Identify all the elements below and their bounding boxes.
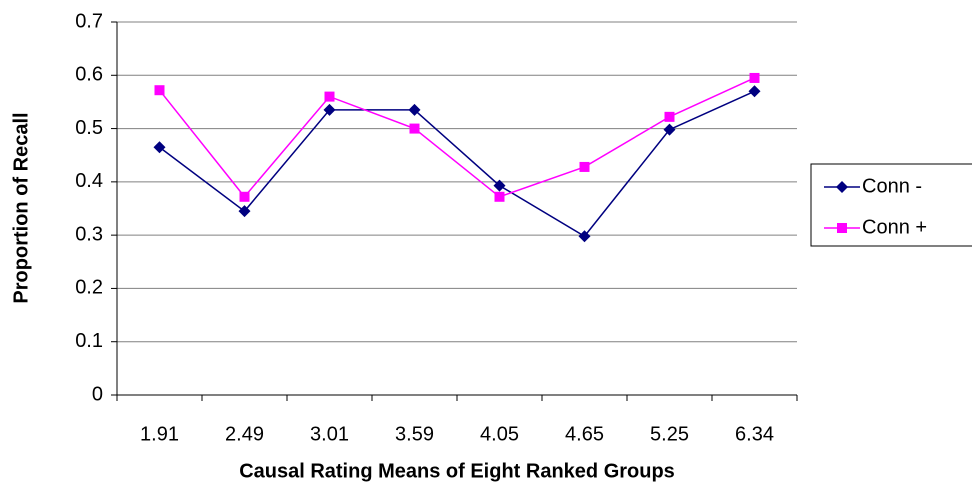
marker — [663, 123, 676, 136]
legend-marker — [836, 181, 848, 193]
x-tick-label: 2.49 — [225, 423, 264, 445]
marker — [494, 191, 505, 202]
marker — [239, 191, 250, 202]
x-tick-label: 4.65 — [565, 423, 604, 445]
y-tick-label: 0.3 — [75, 223, 103, 245]
legend-label: Conn - — [862, 175, 922, 197]
marker — [493, 179, 506, 192]
y-tick-label: 0.4 — [75, 170, 103, 192]
y-tick-label: 0 — [92, 383, 103, 405]
marker — [409, 123, 420, 134]
y-axis-title: Proportion of Recall — [10, 112, 32, 303]
y-tick-label: 0.5 — [75, 117, 103, 139]
x-tick-label: 1.91 — [140, 423, 179, 445]
marker — [579, 161, 590, 172]
legend-marker — [837, 223, 847, 233]
marker — [749, 72, 760, 83]
marker — [154, 85, 165, 96]
x-tick-label: 3.59 — [395, 423, 434, 445]
legend: Conn - Conn + — [810, 163, 972, 247]
marker — [748, 85, 761, 98]
marker — [153, 141, 166, 154]
series-line — [158, 77, 755, 198]
x-axis-title: Causal Rating Means of Eight Ranked Grou… — [239, 460, 675, 482]
y-tick-label: 0.1 — [75, 330, 103, 352]
marker — [664, 111, 675, 122]
legend-label: Conn + — [862, 216, 927, 238]
y-tick-label: 0.2 — [75, 277, 103, 299]
marker — [408, 103, 421, 116]
x-tick-label: 5.25 — [650, 423, 689, 445]
x-tick-label: 6.34 — [735, 423, 774, 445]
marker — [324, 91, 335, 102]
y-tick-label: 0.6 — [75, 64, 103, 86]
marker — [578, 230, 591, 243]
x-tick-label: 3.01 — [310, 423, 349, 445]
marker — [238, 205, 251, 218]
x-tick-label: 4.05 — [480, 423, 519, 445]
marker — [323, 103, 336, 116]
y-tick-label: 0.7 — [75, 10, 103, 32]
series-line — [159, 90, 755, 238]
